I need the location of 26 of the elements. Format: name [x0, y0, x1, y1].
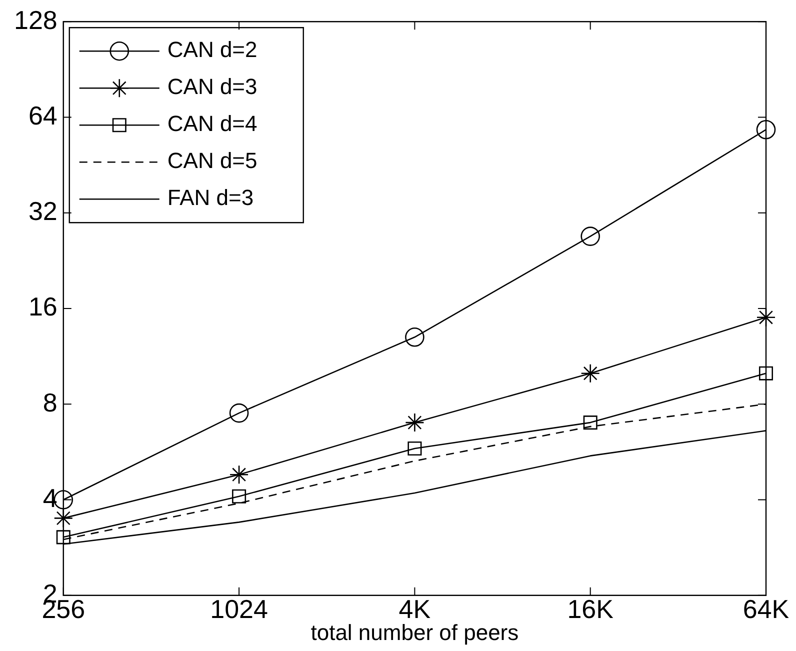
point: [56, 530, 70, 544]
point: [405, 328, 424, 347]
x-tick-label: 64K: [742, 594, 790, 624]
point: [408, 441, 422, 456]
legend-label: FAN d=3: [167, 185, 254, 210]
x-tick-label: 16K: [567, 594, 614, 624]
x-tick-label: 1024: [210, 594, 268, 624]
point: [583, 416, 598, 430]
point: [405, 412, 424, 432]
point: [758, 366, 774, 380]
point: [229, 464, 249, 484]
y-tick-label: 8: [42, 387, 58, 418]
point: [756, 120, 776, 140]
legend-label: CAN d=2: [167, 37, 258, 62]
point: [580, 226, 600, 246]
point: [580, 364, 600, 383]
point: [54, 508, 74, 528]
y-tick-label: 32: [28, 196, 58, 226]
point: [229, 403, 249, 423]
legend-label: CAN d=3: [167, 74, 258, 100]
y-tick-label: 64: [28, 100, 58, 130]
y-tick-label: 16: [28, 292, 58, 322]
y-tick-label: 128: [14, 4, 58, 35]
legend-label: CAN d=5: [167, 148, 258, 174]
point: [232, 489, 246, 504]
legend-label: CAN d=4: [167, 111, 258, 136]
